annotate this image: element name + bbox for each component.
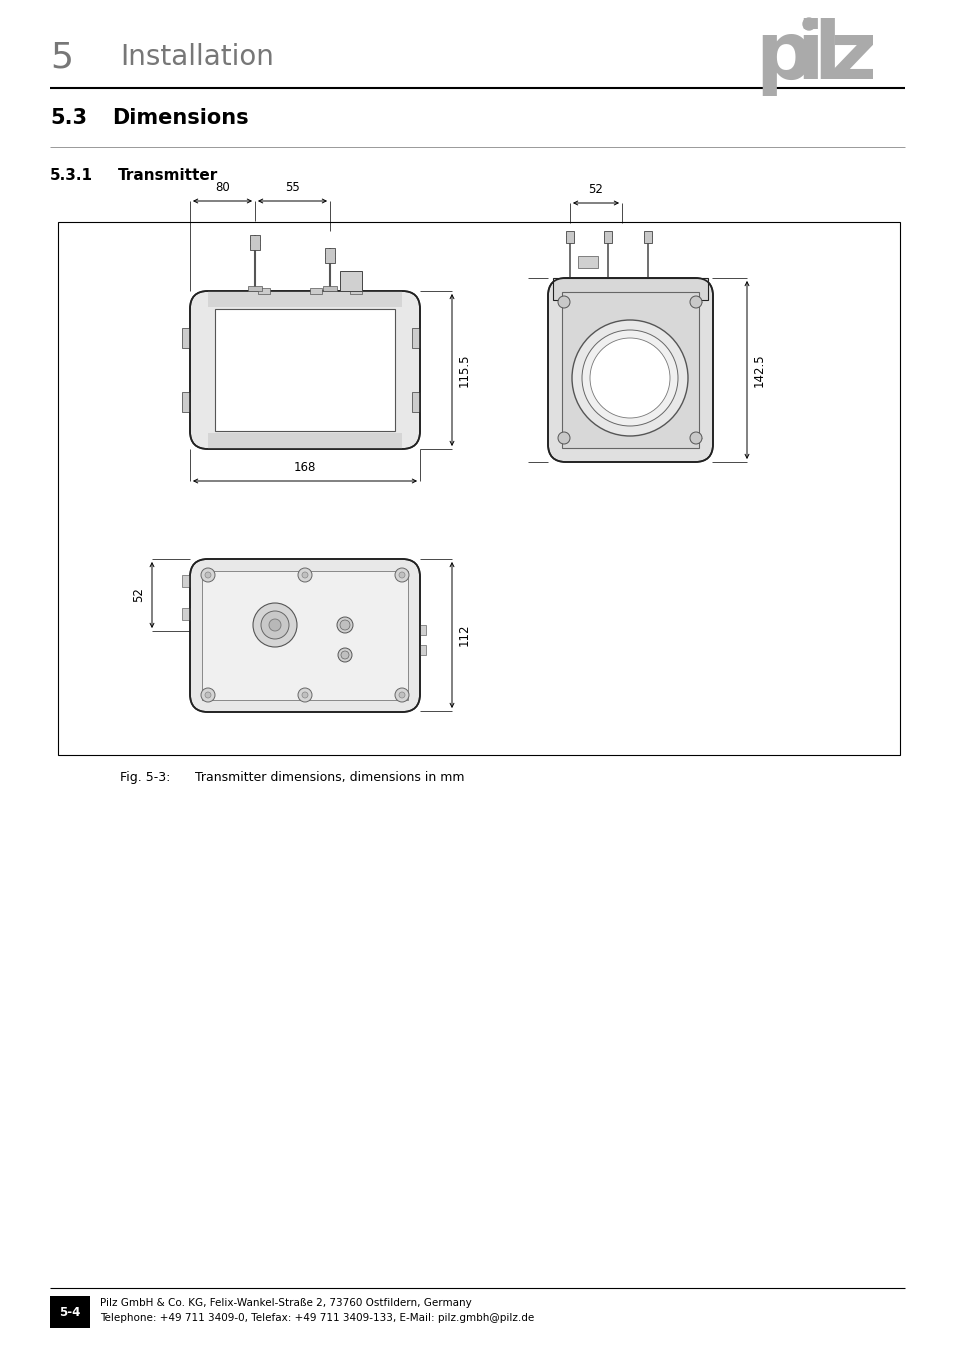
FancyBboxPatch shape [190, 292, 419, 450]
Circle shape [339, 620, 350, 630]
Circle shape [689, 296, 701, 308]
Circle shape [337, 648, 352, 662]
Bar [561, 292, 699, 448]
Text: 168: 168 [294, 460, 315, 474]
Bar [248, 286, 262, 292]
Text: i: i [795, 18, 822, 96]
Bar [50, 1296, 90, 1328]
Bar [257, 288, 270, 294]
Text: 5.3.1: 5.3.1 [50, 167, 92, 184]
Bar [202, 571, 408, 701]
Bar [565, 231, 574, 243]
Bar [553, 278, 707, 300]
Circle shape [558, 296, 569, 308]
Bar [58, 221, 899, 755]
Bar [250, 235, 260, 250]
Bar [325, 248, 335, 263]
Bar [643, 231, 651, 243]
Text: 80: 80 [214, 181, 230, 194]
Text: 5.3: 5.3 [50, 108, 87, 128]
Text: 5: 5 [50, 40, 73, 74]
Bar [182, 392, 190, 412]
Circle shape [201, 688, 214, 702]
Text: 55: 55 [285, 181, 299, 194]
Bar [603, 231, 612, 243]
FancyBboxPatch shape [547, 278, 712, 462]
Text: Installation: Installation [120, 43, 274, 72]
Circle shape [269, 620, 281, 630]
Text: 5-4: 5-4 [59, 1305, 81, 1319]
Text: 52: 52 [588, 184, 603, 196]
Circle shape [302, 693, 308, 698]
Circle shape [398, 572, 405, 578]
Circle shape [297, 568, 312, 582]
Text: Transmitter: Transmitter [118, 167, 218, 184]
Circle shape [572, 320, 687, 436]
Text: z: z [828, 18, 875, 96]
Text: Transmitter dimensions, dimensions in mm: Transmitter dimensions, dimensions in mm [194, 771, 464, 784]
Bar [182, 608, 190, 620]
Bar [310, 288, 322, 294]
Circle shape [589, 338, 669, 418]
Circle shape [689, 432, 701, 444]
Text: 112: 112 [457, 624, 471, 647]
Circle shape [302, 572, 308, 578]
Text: 142.5: 142.5 [752, 354, 765, 387]
Text: 115.5: 115.5 [457, 354, 471, 386]
Circle shape [558, 432, 569, 444]
Bar [208, 433, 401, 450]
Circle shape [205, 572, 211, 578]
Circle shape [395, 688, 409, 702]
Bar [419, 625, 426, 634]
Circle shape [398, 693, 405, 698]
Bar [323, 286, 336, 292]
Bar [214, 309, 395, 431]
Text: l: l [812, 18, 840, 96]
Bar [182, 328, 190, 348]
Circle shape [205, 693, 211, 698]
Bar [349, 288, 361, 294]
Circle shape [201, 568, 214, 582]
Bar [412, 328, 419, 348]
Circle shape [261, 612, 289, 639]
Bar [419, 645, 426, 655]
Circle shape [802, 18, 814, 30]
Text: Dimensions: Dimensions [112, 108, 249, 128]
Circle shape [395, 568, 409, 582]
Bar [412, 392, 419, 412]
Bar [208, 292, 401, 306]
Bar [182, 575, 190, 587]
Circle shape [336, 617, 353, 633]
Circle shape [253, 603, 296, 647]
Text: Pilz GmbH & Co. KG, Felix-Wankel-Straße 2, 73760 Ostfildern, Germany: Pilz GmbH & Co. KG, Felix-Wankel-Straße … [100, 1297, 471, 1308]
Circle shape [297, 688, 312, 702]
FancyBboxPatch shape [190, 559, 419, 711]
Text: Fig. 5-3:: Fig. 5-3: [120, 771, 171, 784]
Text: 52: 52 [132, 587, 145, 602]
Text: p: p [754, 18, 812, 96]
Text: Telephone: +49 711 3409-0, Telefax: +49 711 3409-133, E-Mail: pilz.gmbh@pilz.de: Telephone: +49 711 3409-0, Telefax: +49 … [100, 1314, 534, 1323]
Bar [578, 256, 598, 269]
Circle shape [581, 329, 678, 427]
Circle shape [340, 651, 349, 659]
Bar [339, 271, 361, 292]
